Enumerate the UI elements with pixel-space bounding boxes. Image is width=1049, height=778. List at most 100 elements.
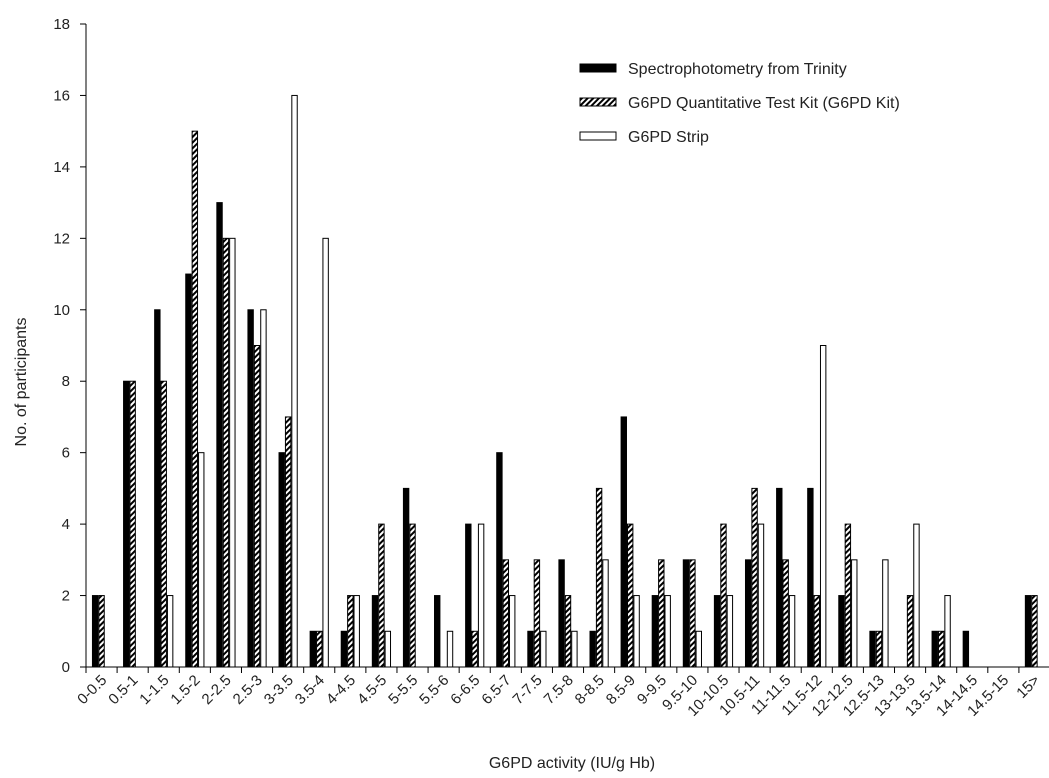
bar-solid-12.5-13 (869, 630, 876, 668)
legend-swatch-open (579, 131, 617, 141)
bar-solid-9-9.5 (651, 595, 659, 668)
y-tick-label: 0 (62, 659, 70, 676)
y-tick-label: 10 (53, 302, 70, 319)
bar-solid-9.5-10 (682, 559, 690, 668)
bar-solid-6-6.5 (465, 523, 472, 668)
bar-solid-2.5-3 (247, 309, 254, 668)
bar-hatched-7-7.5 (533, 559, 541, 668)
bar-open-1-1.5 (166, 595, 174, 668)
bar-open-2-2.5 (229, 237, 236, 668)
bar-solid-0-0.5 (91, 595, 99, 668)
bar-open-9-9.5 (664, 595, 671, 668)
bar-hatched-3.5-4 (316, 630, 323, 668)
legend: Spectrophotometry from Trinity G6PD Quant… (579, 61, 900, 146)
bar-solid-13.5-14 (931, 630, 938, 668)
bar-hatched-11.5-12 (813, 595, 820, 668)
legend-swatch-hatched (579, 97, 617, 107)
bar-open-3.5-4 (322, 237, 329, 668)
bar-solid-11.5-12 (807, 487, 814, 668)
bar-solid-14-14.5 (962, 630, 970, 668)
bar-open-8.5-9 (633, 595, 640, 668)
x-tick-label: 0.5-1 (105, 672, 141, 708)
x-tick-label: 6.5-7 (478, 672, 514, 708)
bar-hatched-4-4.5 (347, 595, 354, 668)
x-tick-label: 0-0.5 (74, 672, 110, 708)
bar-hatched-1-1.5 (160, 380, 167, 668)
bar-open-12-12.5 (851, 559, 858, 668)
x-tick-label: 4.5-5 (354, 672, 390, 708)
y-tick-label: 8 (62, 373, 70, 390)
legend-label: Spectrophotometry from Trinity (628, 61, 847, 78)
bar-hatched-13-13.5 (906, 595, 914, 668)
bar-hatched-0-0.5 (98, 595, 105, 668)
bar-open-11.5-12 (819, 345, 827, 668)
bar-hatched-2-2.5 (222, 237, 230, 668)
x-tick-label: 2.5-3 (230, 672, 266, 708)
bar-solid-8-8.5 (589, 630, 596, 668)
bar-open-3-3.5 (291, 94, 298, 668)
bar-solid-3-3.5 (278, 452, 285, 668)
bar-open-12.5-13 (882, 559, 889, 668)
bar-open-6-6.5 (477, 523, 485, 668)
bar-solid-7.5-8 (558, 559, 565, 668)
x-tick-label: 8-8.5 (572, 672, 608, 708)
bar-solid-10-10.5 (713, 595, 721, 668)
bar-solid-8.5-9 (620, 416, 627, 668)
bar-solid-1.5-2 (185, 273, 192, 668)
bar-hatched-10-10.5 (720, 523, 727, 668)
bar-hatched-15> (1031, 595, 1038, 668)
bar-open-1.5-2 (198, 452, 205, 668)
bar-hatched-12.5-13 (875, 630, 883, 668)
bar-open-4.5-5 (384, 630, 392, 668)
legend-label: G6PD Strip (628, 129, 709, 146)
x-tick-label: 1-1.5 (136, 672, 172, 708)
y-tick-label: 16 (53, 87, 70, 104)
bar-solid-7-7.5 (527, 630, 534, 668)
bar-solid-4.5-5 (371, 595, 379, 668)
x-tick-label: 15> (1013, 672, 1043, 702)
x-tick-label: 1.5-2 (167, 672, 203, 708)
y-tick-label: 4 (62, 516, 70, 533)
bar-hatched-12-12.5 (844, 523, 852, 668)
bar-open-9.5-10 (695, 630, 702, 668)
bar-hatched-2.5-3 (253, 345, 261, 668)
bar-open-11-11.5 (788, 595, 796, 668)
legend-label: G6PD Quantitative Test Kit (G6PD Kit) (628, 95, 900, 112)
bar-hatched-8-8.5 (595, 487, 603, 668)
bar-solid-11-11.5 (776, 487, 783, 668)
bar-hatched-9.5-10 (689, 559, 696, 668)
bar-open-7.5-8 (571, 630, 578, 668)
x-tick-label: 5-5.5 (385, 672, 421, 708)
bar-open-10.5-11 (757, 523, 765, 668)
bar-hatched-9-9.5 (658, 559, 665, 668)
bar-hatched-13.5-14 (937, 630, 945, 668)
x-tick-label: 7.5-8 (541, 672, 577, 708)
bar-open-2.5-3 (260, 309, 267, 668)
x-tick-label: 3.5-4 (292, 672, 328, 708)
bar-solid-5-5.5 (402, 487, 410, 668)
bar-solid-6.5-7 (496, 452, 503, 668)
x-tick-label: 4-4.5 (323, 672, 359, 708)
bar-hatched-6.5-7 (502, 559, 510, 668)
bar-hatched-5-5.5 (409, 523, 416, 668)
bar-open-8-8.5 (602, 559, 609, 668)
bar-solid-2-2.5 (216, 202, 223, 668)
x-tick-label: 2-2.5 (199, 672, 235, 708)
bar-open-4-4.5 (353, 595, 360, 668)
x-tick-label: 8.5-9 (603, 672, 639, 708)
bar-solid-0.5-1 (123, 380, 130, 668)
bar-open-13-13.5 (913, 523, 920, 668)
x-tick-label: 7-7.5 (510, 672, 546, 708)
bar-hatched-11-11.5 (782, 559, 789, 668)
bar-solid-3.5-4 (309, 630, 317, 668)
bar-hatched-3-3.5 (284, 416, 292, 668)
y-tick-label: 12 (53, 230, 70, 247)
y-tick-label: 2 (62, 588, 70, 605)
x-tick-label: 5.5-6 (416, 672, 452, 708)
bar-solid-15> (1024, 595, 1032, 668)
x-axis-title: G6PD activity (IU/g Hb) (489, 755, 655, 772)
bar-solid-4-4.5 (340, 630, 348, 668)
bar-open-13.5-14 (944, 595, 951, 668)
bar-hatched-6-6.5 (471, 630, 478, 668)
